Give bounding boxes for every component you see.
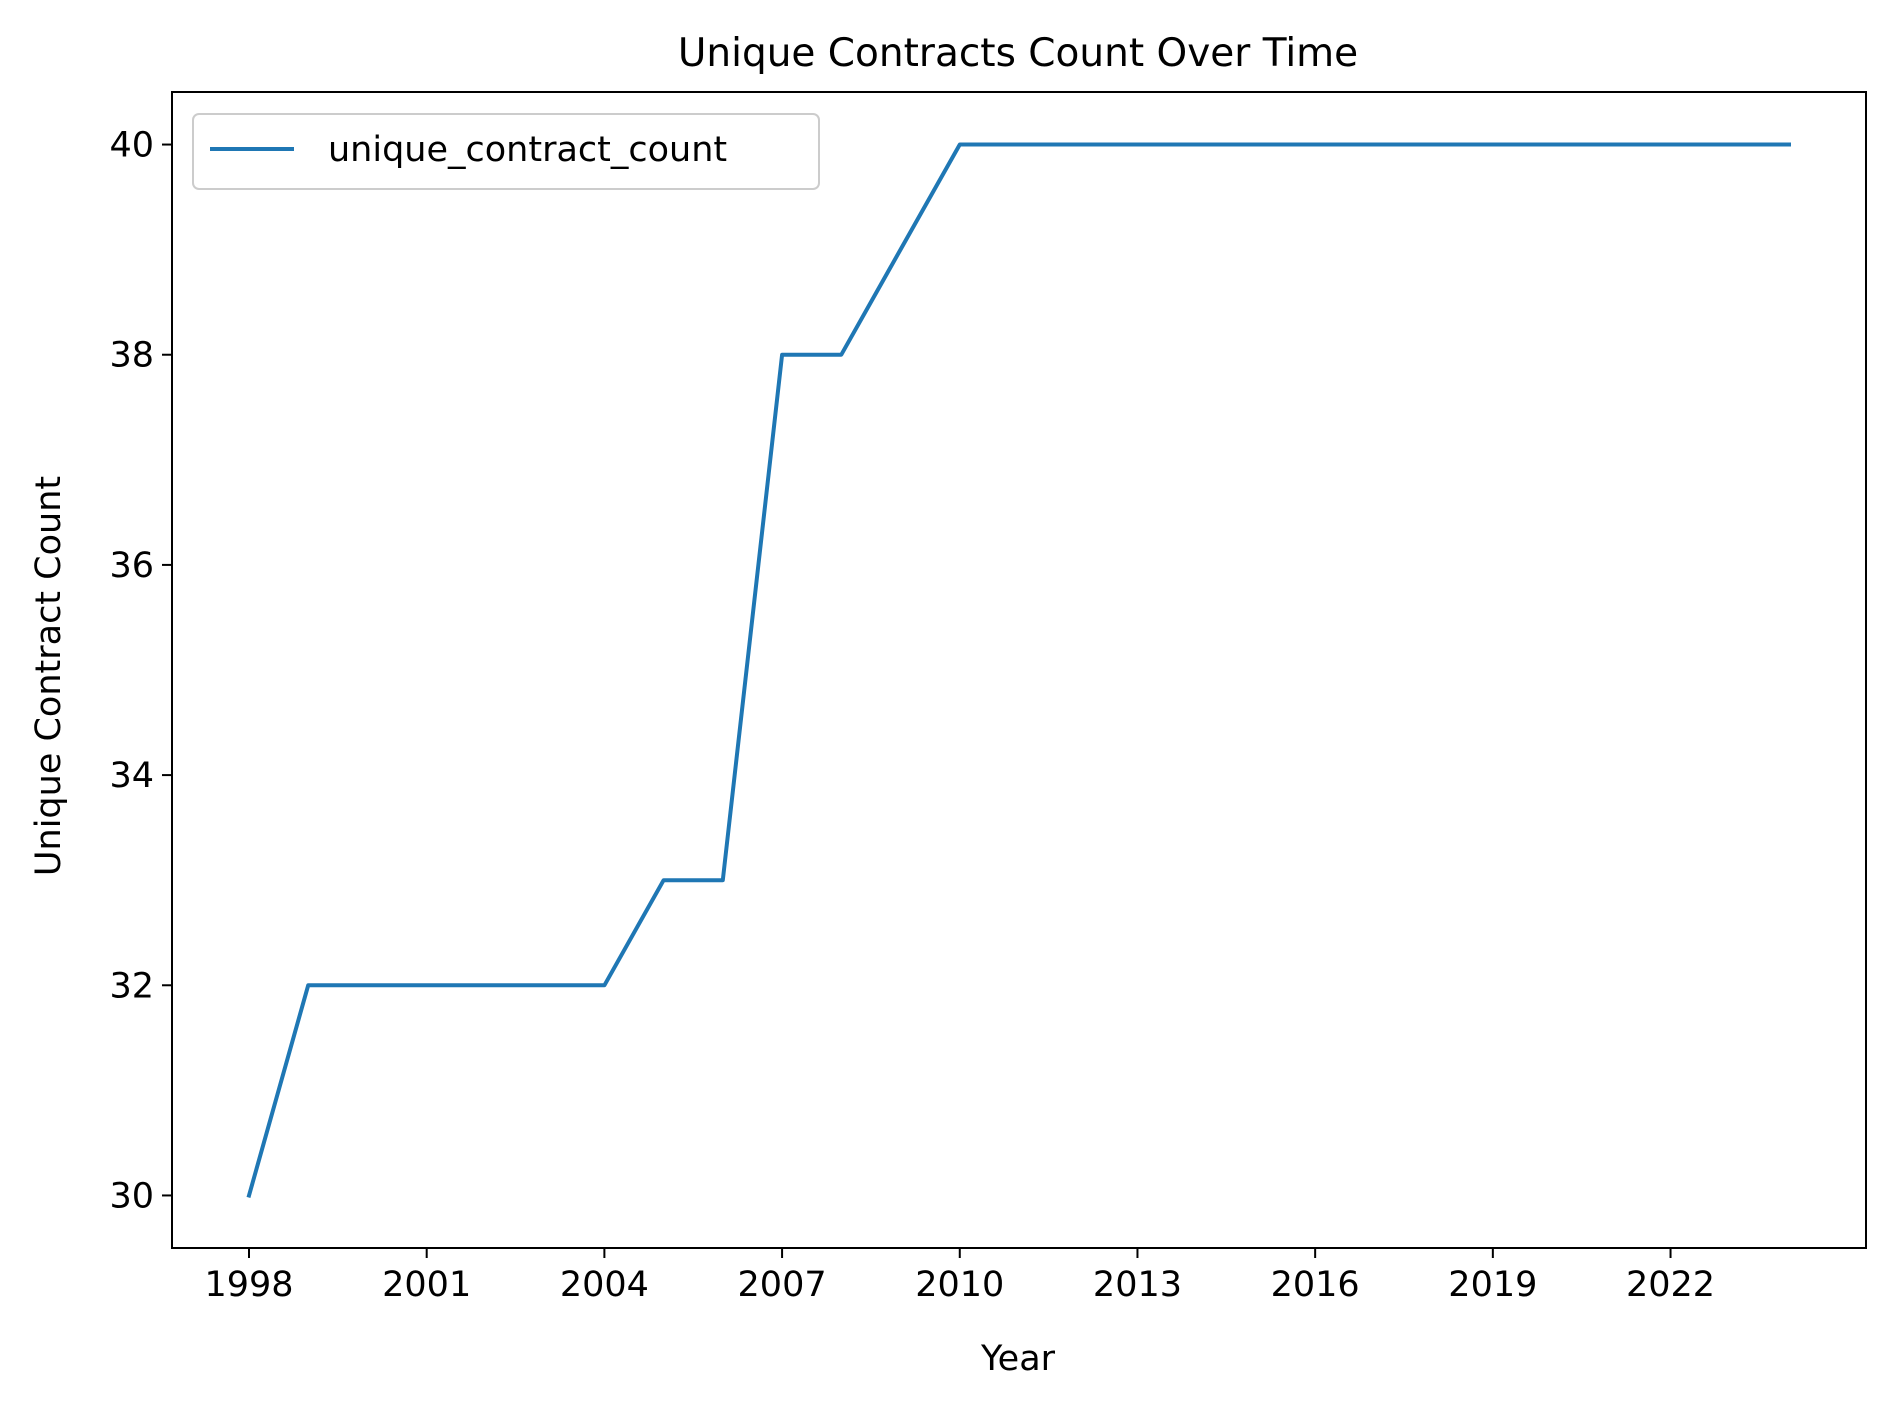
legend-box — [192, 113, 820, 190]
plot-frame — [171, 91, 1867, 1249]
x-tick-label: 2013 — [1093, 1265, 1182, 1305]
y-tick-label: 34 — [109, 756, 154, 796]
y-axis-label: Unique Contract Count — [29, 476, 69, 876]
x-tick-label: 2019 — [1448, 1265, 1537, 1305]
x-tick-label: 2016 — [1271, 1265, 1360, 1305]
x-tick-label: 2007 — [738, 1265, 827, 1305]
y-axis-ticks: 30 32 34 36 38 40 — [109, 126, 172, 1216]
legend: unique_contract_count — [192, 113, 820, 190]
series-layer — [246, 142, 1791, 1198]
y-tick-label: 40 — [109, 126, 154, 166]
x-axis-label: Year — [980, 1339, 1056, 1379]
y-tick-label: 30 — [109, 1176, 154, 1216]
x-tick-label: 2010 — [915, 1265, 1004, 1305]
y-tick-label: 36 — [109, 546, 154, 586]
x-tick-label: 1998 — [204, 1265, 293, 1305]
y-tick-label: 32 — [109, 966, 154, 1006]
x-tick-label: 2022 — [1626, 1265, 1715, 1305]
legend-label-unique-contract-count: unique_contract_count — [328, 130, 727, 170]
x-axis-ticks: 1998 2001 2004 2007 2010 2013 2016 2019 2022 — [204, 1248, 1715, 1305]
x-tick-label: 2001 — [382, 1265, 471, 1305]
x-tick-label: 2004 — [560, 1265, 649, 1305]
series-line-unique-contract-count — [246, 142, 1791, 1198]
chart-title: Unique Contracts Count Over Time — [678, 31, 1358, 76]
y-tick-label: 38 — [109, 336, 154, 376]
